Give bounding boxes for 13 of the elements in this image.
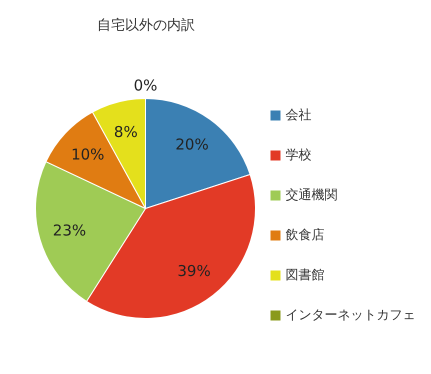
data-label: 39%	[177, 262, 211, 280]
text: 0%	[134, 76, 158, 94]
legend-label: インターネットカフェ	[286, 308, 416, 323]
legend-label: 図書館	[286, 268, 324, 283]
chart-title: 自宅以外の内訳	[97, 18, 195, 34]
legend-label: 会社	[286, 108, 312, 123]
legend-label: 飲食店	[286, 227, 324, 243]
data-label: 20%	[175, 135, 209, 154]
data-label: 23%	[52, 222, 86, 240]
legend-label: 交通機関	[286, 187, 338, 203]
data-label: 10%	[71, 145, 104, 164]
legend-label: 学校	[286, 148, 312, 163]
data-label: 8%	[114, 122, 138, 141]
